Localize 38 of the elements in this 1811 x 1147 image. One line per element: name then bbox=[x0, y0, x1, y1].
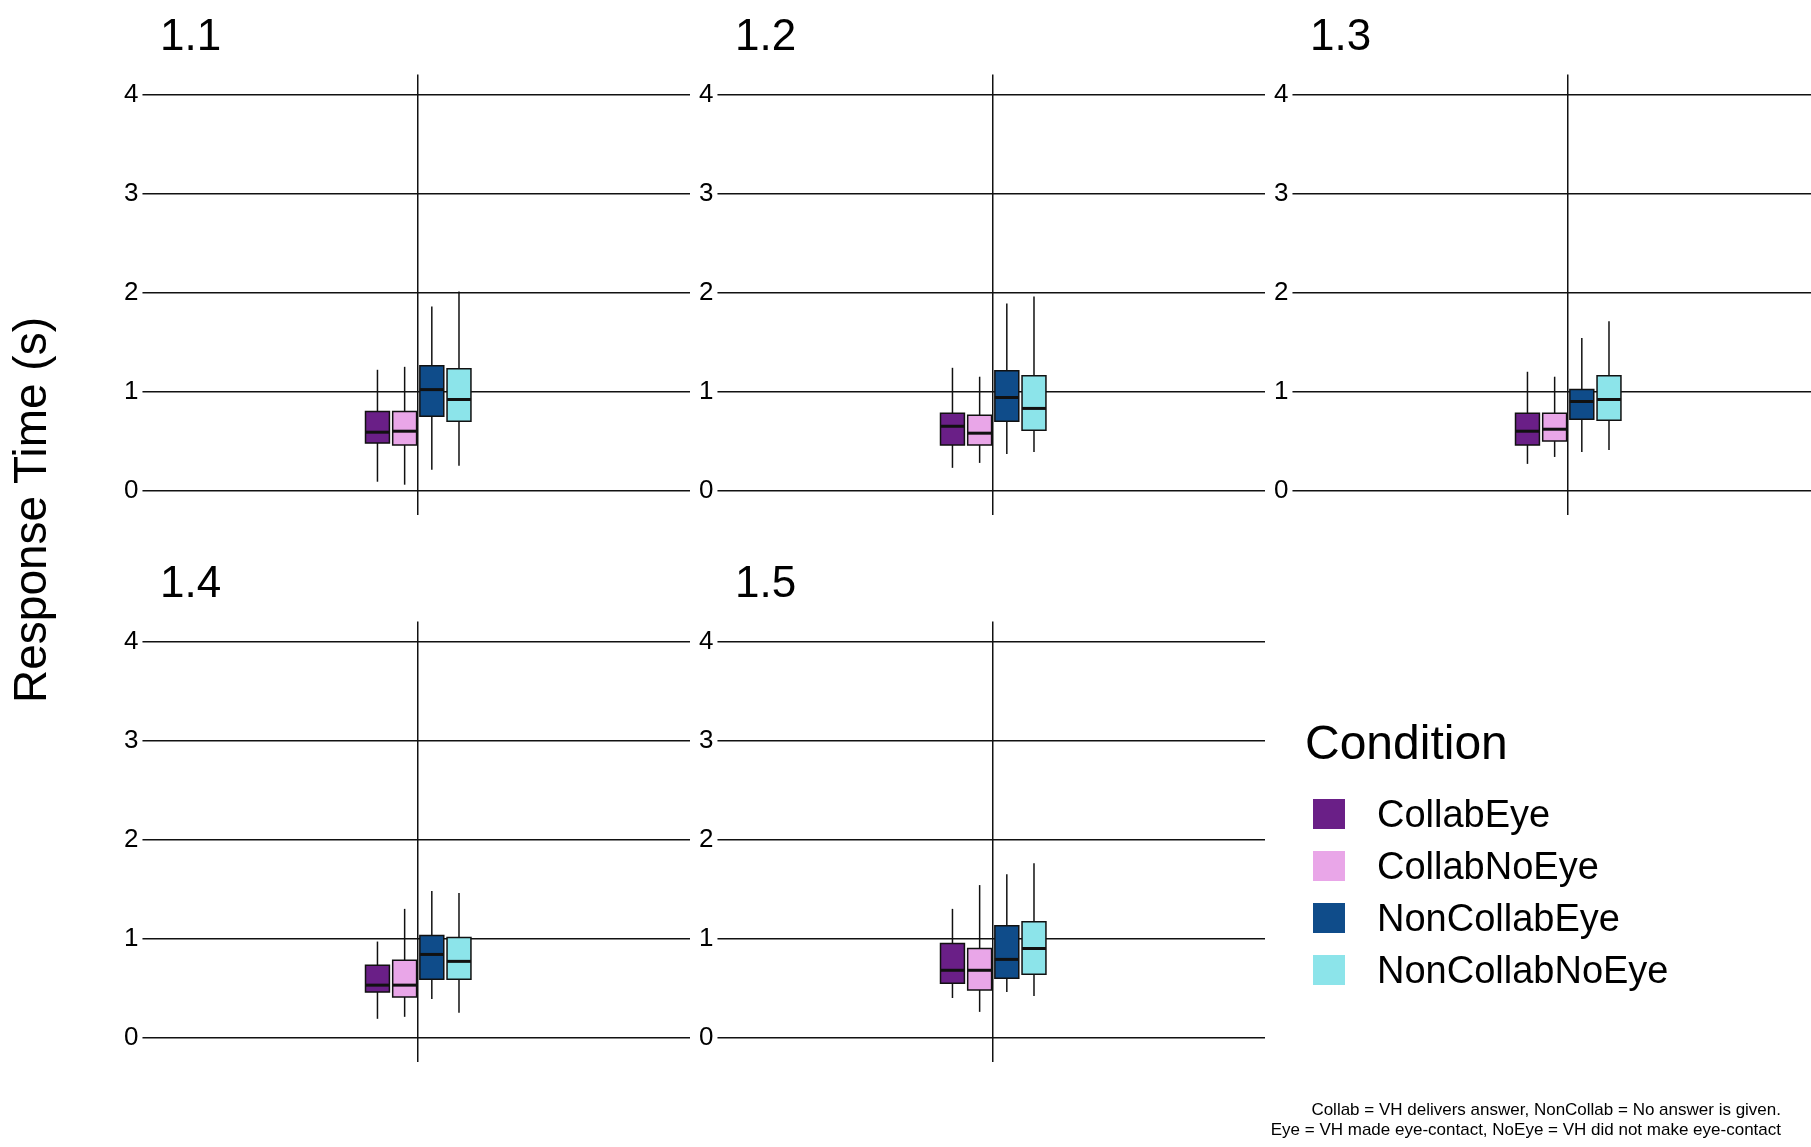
y-tick-label: 3 bbox=[1273, 176, 1289, 207]
y-tick-label: 4 bbox=[123, 624, 139, 655]
y-tick-label: 1 bbox=[698, 374, 714, 405]
y-tick-label: 2 bbox=[123, 275, 139, 306]
y-tick-label: 4 bbox=[1273, 77, 1289, 108]
text: Collab = VH delivers answer, NonCollab = No answer is given. bbox=[1310, 1100, 1781, 1120]
y-tick-label: 2 bbox=[1273, 275, 1289, 306]
y-tick-label: 4 bbox=[698, 624, 714, 655]
legend-label: CollabEye bbox=[1377, 792, 1551, 836]
legend-label: NonCollabEye bbox=[1377, 896, 1620, 940]
y-tick-label: 3 bbox=[698, 723, 714, 754]
y-tick-label: 2 bbox=[698, 275, 714, 306]
chart-title: 1.2 bbox=[735, 10, 797, 60]
y-tick-label: 1 bbox=[123, 921, 139, 952]
y-tick-label: 1 bbox=[123, 374, 139, 405]
legend-title: Condition bbox=[1305, 715, 1509, 770]
y-tick-label: 0 bbox=[698, 473, 714, 504]
y-tick-label: 1 bbox=[1273, 374, 1289, 405]
chart-title: 1.5 bbox=[735, 557, 797, 607]
y-tick-label: 0 bbox=[123, 473, 139, 504]
legend-label: CollabNoEye bbox=[1377, 844, 1599, 888]
chart-title: 1.1 bbox=[160, 10, 222, 60]
y-tick-label: 4 bbox=[123, 77, 139, 108]
chart-title: 1.3 bbox=[1310, 10, 1372, 60]
y-tick-label: 2 bbox=[123, 822, 139, 853]
y-tick-label: 0 bbox=[698, 1020, 714, 1051]
y-tick-label: 0 bbox=[1273, 473, 1289, 504]
y-tick-label: 3 bbox=[698, 176, 714, 207]
y-tick-label: 0 bbox=[123, 1020, 139, 1051]
text: Eye = VH made eye-contact, NoEye = VH did not make eye-contact bbox=[1270, 1120, 1781, 1140]
chart-title: 1.4 bbox=[160, 557, 222, 607]
y-tick-label: 3 bbox=[123, 176, 139, 207]
y-tick-label: 2 bbox=[698, 822, 714, 853]
y-tick-label: 3 bbox=[123, 723, 139, 754]
y-tick-label: 1 bbox=[698, 921, 714, 952]
y-axis-title: Response Time (s) bbox=[3, 316, 57, 704]
y-tick-label: 4 bbox=[698, 77, 714, 108]
legend-label: NonCollabNoEye bbox=[1377, 948, 1669, 992]
